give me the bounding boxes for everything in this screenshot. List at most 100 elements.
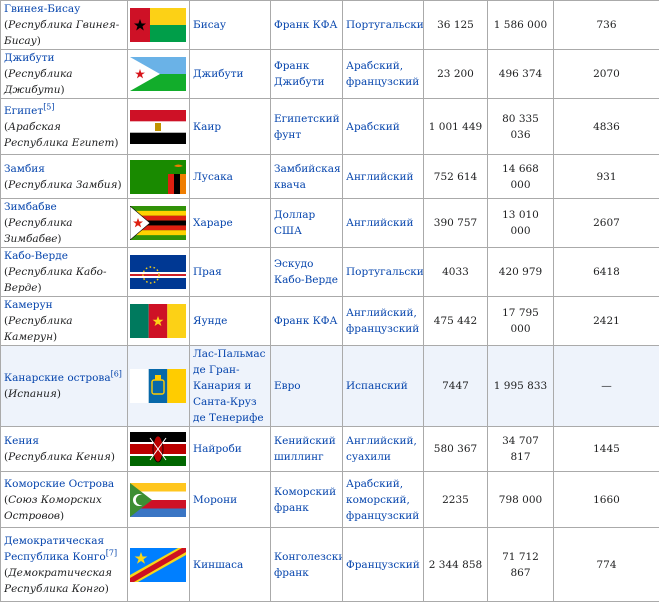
- reference-link[interactable]: [7]: [106, 548, 117, 557]
- table-row: Коморские Острова (Союз Коморских Остров…: [1, 472, 659, 528]
- official-name: Республика Зимбабве: [4, 217, 73, 245]
- currency-link[interactable]: Замбийская квача: [274, 163, 341, 191]
- country-link[interactable]: Коморские Острова: [4, 478, 114, 490]
- comoros-flag-icon[interactable]: [130, 483, 187, 517]
- area-cell: 390 757: [424, 199, 488, 248]
- capital-link[interactable]: Найроби: [193, 443, 242, 455]
- currency-cell: Франк КФА: [271, 1, 343, 50]
- official-name: Республика Кения: [8, 451, 111, 463]
- country-link[interactable]: Кабо-Верде: [4, 250, 68, 262]
- country-link[interactable]: Зимбабве: [4, 201, 57, 213]
- guinea-bissau-flag-icon[interactable]: [130, 8, 187, 42]
- capital-cell: Бисау: [190, 1, 271, 50]
- language-cell: Английский: [343, 155, 424, 199]
- table-row: Гвинея-Бисау (Республика Гвинея-Бисау) Б…: [1, 1, 659, 50]
- reference-link[interactable]: [6]: [111, 370, 122, 379]
- currency-link[interactable]: Франк КФА: [274, 19, 337, 31]
- currency-cell: Конголезский франк: [271, 528, 343, 602]
- table-row: Кабо-Верде (Республика Кабо-Верде) Прая …: [1, 248, 659, 297]
- currency-link[interactable]: Конголезский франк: [274, 551, 343, 579]
- flag-cell: [128, 50, 190, 99]
- area-cell: 2 344 858: [424, 528, 488, 602]
- language-link[interactable]: Португальский: [346, 19, 424, 31]
- canary-islands-flag-icon[interactable]: [130, 369, 187, 403]
- flag-cell: [128, 248, 190, 297]
- language-cell: Английский, французский: [343, 297, 424, 346]
- flag-cell: [128, 297, 190, 346]
- population-cell: 1 586 000: [488, 1, 554, 50]
- zambia-flag-icon[interactable]: [130, 160, 187, 194]
- capital-link[interactable]: Киншаса: [193, 559, 243, 571]
- currency-link[interactable]: Кенийский шиллинг: [274, 435, 336, 463]
- country-cell: Кения (Республика Кения): [1, 427, 128, 472]
- capital-link[interactable]: Прая: [193, 266, 222, 278]
- currency-link[interactable]: Доллар США: [274, 209, 315, 237]
- country-link[interactable]: Гвинея-Бисау: [4, 3, 80, 15]
- country-link[interactable]: Камерун: [4, 299, 53, 311]
- capital-link[interactable]: Лас-Пальмас де Гран-Канария и Санта-Круз…: [193, 348, 266, 424]
- country-link[interactable]: Египет: [4, 105, 43, 117]
- currency-link[interactable]: Эскудо Кабо-Верде: [274, 258, 338, 286]
- currency-cell: Евро: [271, 346, 343, 427]
- area-cell: 580 367: [424, 427, 488, 472]
- currency-link[interactable]: Евро: [274, 380, 301, 392]
- language-link[interactable]: Английский: [346, 171, 414, 183]
- language-link[interactable]: Испанский: [346, 380, 408, 392]
- cameroon-flag-icon[interactable]: [130, 304, 187, 338]
- capital-cell: Каир: [190, 99, 271, 155]
- djibouti-flag-icon[interactable]: [130, 57, 187, 91]
- egypt-flag-icon[interactable]: [130, 110, 187, 144]
- zimbabwe-flag-icon[interactable]: [130, 206, 187, 240]
- capital-link[interactable]: Бисау: [193, 19, 226, 31]
- area-cell: 1 001 449: [424, 99, 488, 155]
- language-link[interactable]: Французский: [346, 559, 420, 571]
- country-link[interactable]: Демократическая Республика Конго: [4, 535, 106, 563]
- language-link[interactable]: Английский: [346, 217, 414, 229]
- flag-cell: [128, 155, 190, 199]
- population-cell: 17 795 000: [488, 297, 554, 346]
- cape-verde-flag-icon[interactable]: [130, 255, 187, 289]
- capital-link[interactable]: Хараре: [193, 217, 233, 229]
- capital-link[interactable]: Лусака: [193, 171, 233, 183]
- language-link[interactable]: Португальский: [346, 266, 424, 278]
- table-row: Замбия (Республика Замбия) Лусака Замбий…: [1, 155, 659, 199]
- language-link[interactable]: Арабский, французский: [346, 60, 419, 88]
- population-cell: 80 335 036: [488, 99, 554, 155]
- currency-link[interactable]: Коморский франк: [274, 486, 336, 514]
- density-cell: 736: [554, 1, 659, 50]
- language-link[interactable]: Арабский: [346, 121, 400, 133]
- capital-cell: Найроби: [190, 427, 271, 472]
- capital-cell: Прая: [190, 248, 271, 297]
- density-cell: 1445: [554, 427, 659, 472]
- capital-link[interactable]: Яунде: [193, 315, 227, 327]
- country-link[interactable]: Джибути: [4, 52, 55, 64]
- language-link[interactable]: Арабский, коморский, французский: [346, 478, 419, 522]
- language-cell: Английский, суахили: [343, 427, 424, 472]
- kenya-flag-icon[interactable]: [130, 432, 187, 466]
- country-link[interactable]: Кения: [4, 435, 39, 447]
- capital-link[interactable]: Морони: [193, 494, 237, 506]
- density-cell: 2421: [554, 297, 659, 346]
- language-cell: Французский: [343, 528, 424, 602]
- country-cell: Замбия (Республика Замбия): [1, 155, 128, 199]
- dr-congo-flag-icon[interactable]: [130, 548, 187, 582]
- table-row: Демократическая Республика Конго[7] (Дем…: [1, 528, 659, 602]
- density-cell: 4836: [554, 99, 659, 155]
- capital-link[interactable]: Джибути: [193, 68, 244, 80]
- flag-cell: [128, 472, 190, 528]
- capital-link[interactable]: Каир: [193, 121, 221, 133]
- country-link[interactable]: Канарские острова: [4, 372, 111, 384]
- country-cell: Кабо-Верде (Республика Кабо-Верде): [1, 248, 128, 297]
- capital-cell: Яунде: [190, 297, 271, 346]
- country-link[interactable]: Замбия: [4, 163, 45, 175]
- density-cell: 1660: [554, 472, 659, 528]
- currency-link[interactable]: Египетский фунт: [274, 113, 340, 141]
- language-link[interactable]: Английский, суахили: [346, 435, 417, 463]
- reference-link[interactable]: [5]: [43, 102, 54, 111]
- language-cell: Арабский, французский: [343, 50, 424, 99]
- language-cell: Арабский, коморский, французский: [343, 472, 424, 528]
- language-link[interactable]: Английский, французский: [346, 307, 419, 335]
- currency-link[interactable]: Франк КФА: [274, 315, 337, 327]
- currency-link[interactable]: Франк Джибути: [274, 60, 325, 88]
